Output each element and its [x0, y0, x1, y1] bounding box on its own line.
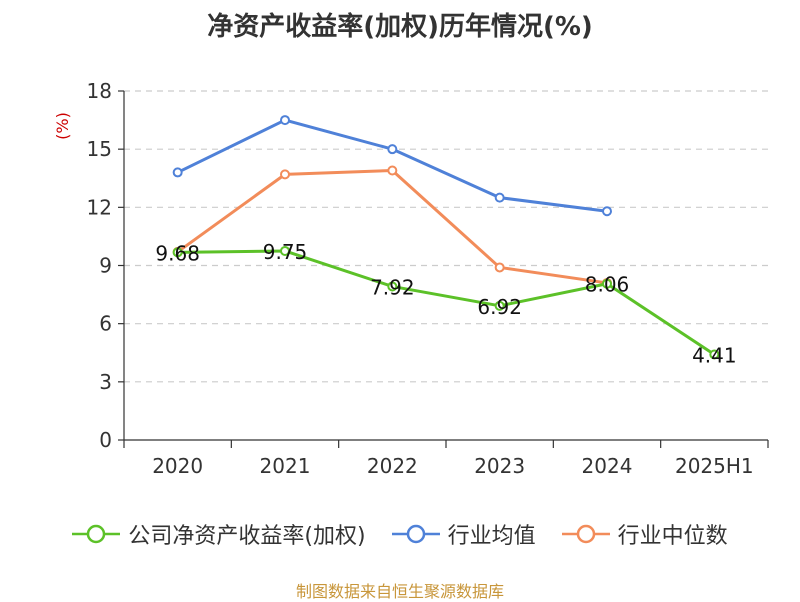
y-tick-label: 12	[87, 195, 112, 219]
data-label: 4.41	[692, 343, 737, 367]
data-point	[280, 245, 290, 256]
data-labels: 9.68 9.75 7.92 6.92 8.06 4.41	[155, 240, 736, 368]
legend-swatch	[391, 524, 440, 544]
x-tick-label: 2022	[367, 454, 418, 478]
legend-item[interactable]: 公司净资产收益率(加权)	[72, 518, 366, 550]
x-tick-label: 2021	[260, 454, 311, 478]
data-point	[494, 262, 505, 273]
y-tick-label: 18	[87, 79, 112, 103]
x-tick-label: 2024	[582, 454, 633, 478]
data-point	[387, 281, 398, 292]
y-tick-label: 6	[99, 312, 112, 336]
data-label: 8.06	[585, 273, 630, 297]
data-point	[494, 300, 505, 311]
x-tick-label: 2020	[152, 454, 203, 478]
data-label: 7.92	[370, 275, 415, 299]
legend-item[interactable]: 行业均值	[391, 518, 536, 550]
data-point	[709, 349, 720, 360]
source-note: 制图数据来自恒生聚源数据库	[295, 582, 504, 601]
series-layer	[172, 115, 720, 360]
chart-title: 净资产收益率(加权)历年情况(%)	[207, 12, 593, 42]
series-line	[177, 249, 716, 356]
grid-lines	[124, 90, 768, 383]
legend-swatch	[561, 524, 610, 544]
y-tick-label: 3	[99, 370, 112, 394]
y-tick-label: 9	[99, 254, 112, 278]
legend-label: 公司净资产收益率(加权)	[128, 524, 366, 549]
data-point	[387, 144, 398, 155]
data-point	[280, 169, 290, 180]
data-point	[602, 206, 612, 217]
data-point	[387, 165, 398, 176]
x-tick-label: 2023	[474, 454, 525, 478]
axes: 0 3 6 9 12 15 18 2020 2021 2022 2023 2024 2025H1	[87, 79, 769, 478]
data-point	[602, 278, 612, 289]
data-point	[494, 192, 505, 203]
y-tick-label: 15	[87, 137, 112, 161]
legend-swatch	[72, 524, 121, 544]
y-axis-label: (%)	[53, 112, 72, 140]
data-point	[172, 247, 183, 258]
legend: 公司净资产收益率(加权) 行业均值 行业中位数	[0, 518, 800, 550]
data-point	[280, 115, 290, 126]
data-label: 9.75	[263, 240, 308, 264]
data-label: 9.68	[155, 241, 200, 265]
legend-label: 行业中位数	[617, 524, 728, 549]
legend-label: 行业均值	[447, 524, 536, 549]
data-label: 6.92	[477, 295, 522, 319]
x-tick-label: 2025H1	[675, 454, 754, 478]
y-tick-label: 0	[99, 428, 112, 452]
data-point	[172, 167, 183, 178]
legend-item[interactable]: 行业中位数	[561, 518, 728, 550]
